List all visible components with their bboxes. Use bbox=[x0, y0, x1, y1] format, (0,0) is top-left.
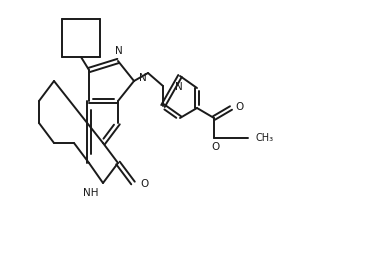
Text: O: O bbox=[211, 142, 219, 152]
Text: O: O bbox=[140, 179, 148, 189]
Text: O: O bbox=[235, 102, 243, 112]
Text: CH₃: CH₃ bbox=[255, 133, 273, 143]
Text: N: N bbox=[115, 46, 123, 56]
Text: N: N bbox=[175, 82, 183, 92]
Text: NH: NH bbox=[83, 188, 98, 198]
Text: N: N bbox=[139, 73, 147, 83]
